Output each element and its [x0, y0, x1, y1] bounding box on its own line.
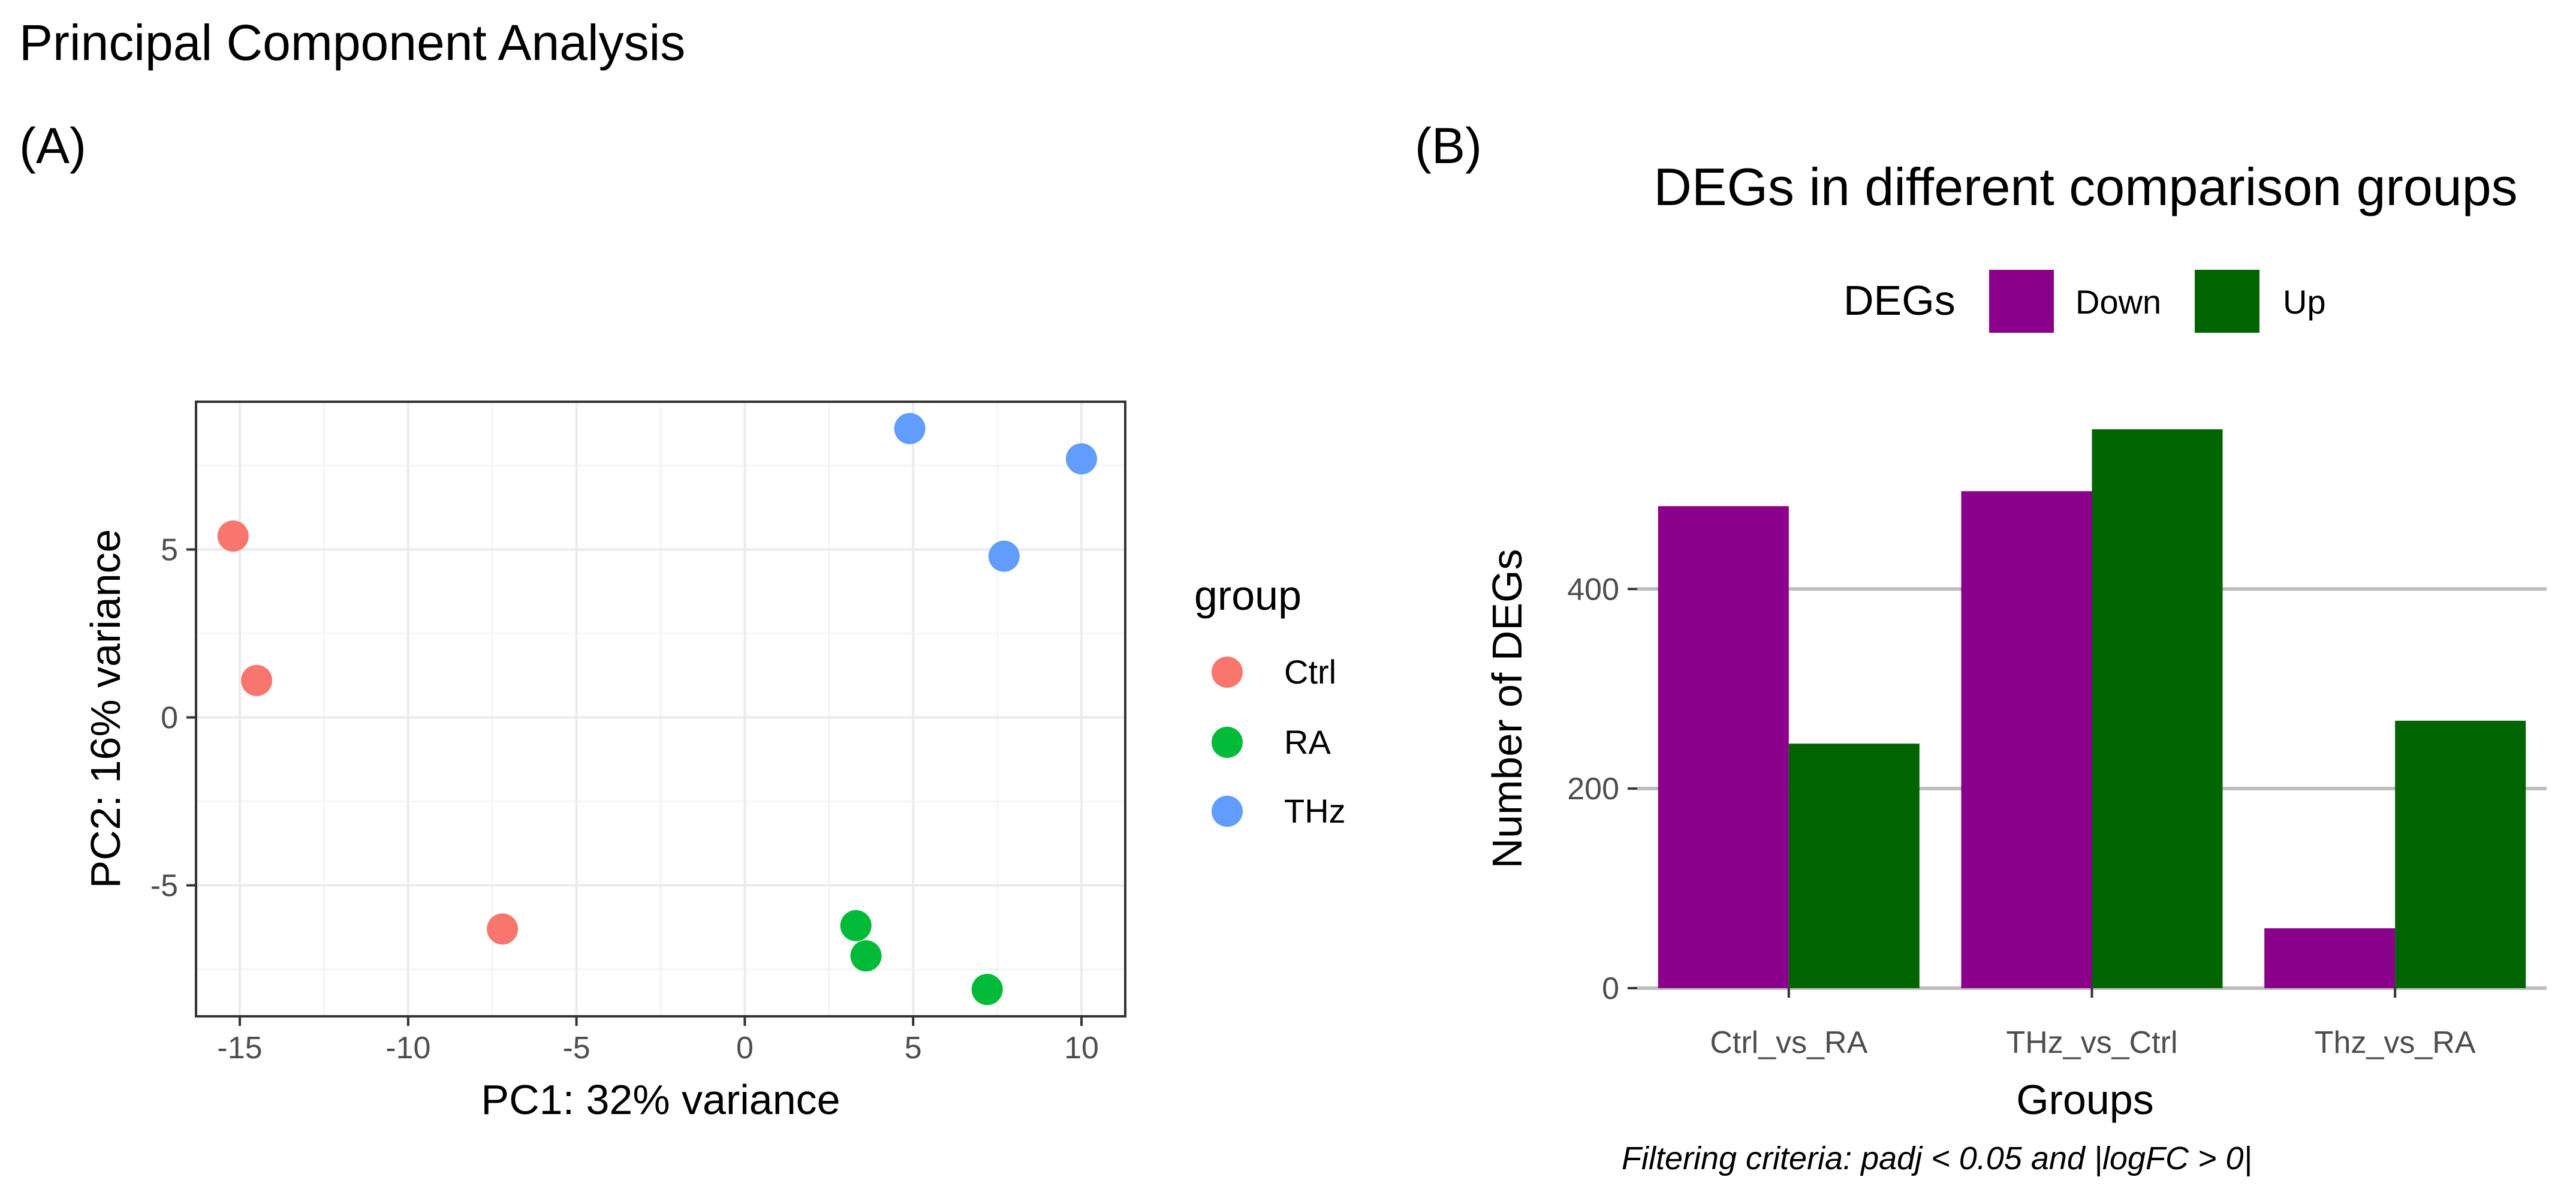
deg-x-tick-label: THz_vs_Ctrl	[2006, 1025, 2177, 1060]
deg-bar-up	[2092, 429, 2223, 988]
legend-label-thz: THz	[1284, 792, 1346, 830]
pca-x-tick-label: 5	[905, 1031, 922, 1065]
pca-y-tick-label: -5	[150, 869, 178, 904]
legend-key-up	[2195, 270, 2259, 333]
deg-x-tick-label: Ctrl_vs_RA	[1710, 1025, 1867, 1060]
legend-key-ctrl	[1212, 657, 1243, 688]
pca-point-thz	[1065, 443, 1097, 475]
deg-bar-down	[1658, 506, 1789, 988]
deg-bars	[1658, 429, 2526, 988]
pca-points	[217, 413, 1097, 1006]
deg-caption: Filtering criteria: padj < 0.05 and |log…	[1622, 1140, 2252, 1176]
deg-legend: DEGs Down Up	[1843, 270, 2326, 333]
deg-bar-down	[1961, 491, 2092, 988]
deg-y-axis-title: Number of DEGs	[1484, 549, 1530, 869]
pca-point-ctrl	[241, 664, 273, 696]
page-title: Principal Component Analysis	[19, 14, 685, 71]
deg-y-tick-label: 400	[1567, 572, 1619, 607]
pca-point-ctrl	[217, 520, 249, 552]
pca-point-ra	[840, 910, 872, 941]
pca-x-tick-label: -5	[562, 1031, 590, 1065]
deg-y-axis: 0 200 400	[1567, 572, 1637, 1006]
panel-a-label: (A)	[19, 118, 86, 174]
pca-point-ra	[850, 940, 882, 972]
pca-y-tick-label: 5	[161, 532, 178, 567]
pca-point-thz	[988, 540, 1020, 572]
deg-y-tick-label: 200	[1567, 772, 1619, 806]
pca-x-axis-title: PC1: 32% variance	[481, 1076, 840, 1123]
pca-legend: group Ctrl RA THz	[1194, 572, 1346, 830]
deg-chart: DEGs in different comparison groups DEGs…	[1484, 157, 2547, 1176]
pca-chart: -15 -10 -5 0 5 10 -5 0 5 PC1: 32% variance PC2:…	[82, 401, 1346, 1123]
pca-x-tick-label: -10	[385, 1031, 430, 1065]
legend-label-ra: RA	[1284, 723, 1331, 761]
panel-b-label: (B)	[1415, 118, 1482, 174]
legend-label-ctrl: Ctrl	[1284, 653, 1336, 691]
legend-key-thz	[1212, 796, 1243, 827]
pca-x-tick-label: 0	[736, 1031, 754, 1065]
pca-x-tick-label: 10	[1064, 1031, 1099, 1065]
deg-x-axis: Ctrl_vs_RA THz_vs_Ctrl Thz_vs_RA	[1710, 988, 2476, 1060]
pca-y-axis: -5 0 5	[150, 532, 196, 904]
pca-x-tick-label: -15	[217, 1031, 262, 1065]
pca-y-axis-title: PC2: 16% variance	[82, 529, 129, 888]
legend-label-down: Down	[2075, 283, 2161, 321]
pca-gridlines	[196, 402, 1125, 1016]
deg-bar-up	[1788, 744, 1920, 988]
legend-key-down	[1989, 270, 2054, 333]
legend-label-up: Up	[2283, 283, 2326, 321]
pca-y-tick-label: 0	[161, 701, 178, 736]
pca-point-thz	[894, 413, 926, 444]
pca-panel-border	[195, 401, 1126, 1018]
pca-legend-title: group	[1194, 572, 1301, 619]
deg-bar-up	[2395, 720, 2526, 988]
deg-chart-title: DEGs in different comparison groups	[1653, 157, 2517, 216]
deg-legend-title: DEGs	[1843, 277, 1956, 324]
legend-key-ra	[1212, 727, 1243, 758]
deg-y-tick-label: 0	[1602, 971, 1619, 1006]
pca-point-ra	[971, 974, 1003, 1006]
deg-x-axis-title: Groups	[2016, 1076, 2154, 1123]
pca-point-ctrl	[487, 913, 519, 945]
deg-bar-down	[2264, 928, 2396, 988]
deg-x-tick-label: Thz_vs_RA	[2315, 1025, 2476, 1060]
pca-x-axis: -15 -10 -5 0 5 10	[217, 1016, 1099, 1065]
